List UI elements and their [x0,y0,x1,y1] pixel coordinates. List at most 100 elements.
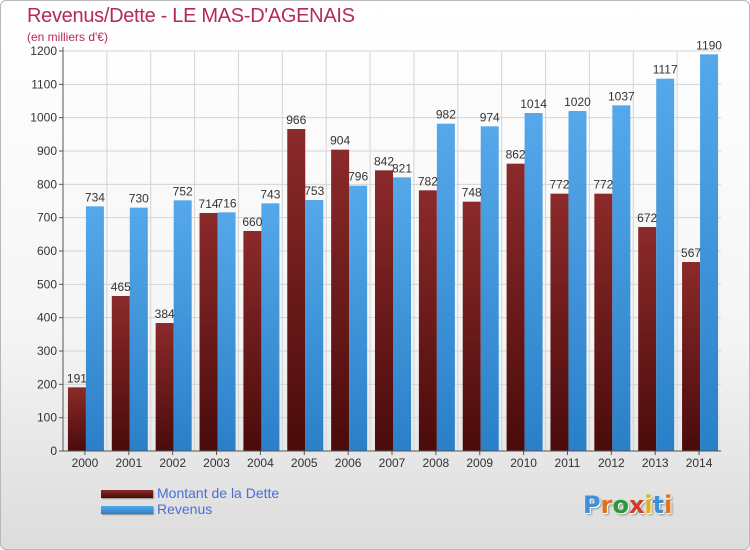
chart-title: Revenus/Dette - LE MAS-D'AGENAIS [27,5,355,27]
bar-revenus [349,185,368,451]
proxiti-logo: Proxiti [583,491,672,519]
x-tick-label: 2004 [247,456,274,470]
bar-revenus [217,212,236,451]
bar-revenus [568,111,587,451]
logo-letter: i [644,491,653,519]
x-tick-label: 2010 [510,456,537,470]
y-tick-label: 600 [37,244,57,258]
data-label-revenus: 753 [304,184,324,198]
bar-revenus [393,177,411,452]
data-label-revenus: 1037 [608,89,635,103]
bar-dette [243,231,262,451]
data-label-dette: 748 [462,186,482,200]
y-tick-label: 100 [37,411,57,425]
x-tick-label: 2009 [466,456,493,470]
data-label-dette: 384 [155,307,175,321]
x-tick-label: 2002 [159,456,186,470]
data-label-dette: 772 [549,178,569,192]
logo-letter: r [600,491,613,519]
bar-revenus [305,200,324,451]
data-label-revenus: 1020 [564,95,591,109]
data-label-revenus: 752 [173,184,193,198]
logo-text: Proxiti [583,491,672,519]
bar-dette [550,193,569,451]
x-tick-label: 2005 [291,456,318,470]
data-label-dette: 567 [681,246,701,260]
bar-revenus [612,105,631,451]
logo-letter: P [583,491,601,519]
data-label-dette: 862 [506,148,526,162]
legend-swatch-dette [101,490,153,498]
x-tick-label: 2013 [642,456,669,470]
data-label-dette: 660 [242,215,262,229]
bar-dette [594,193,613,451]
chart-subtitle: (en milliers d'€) [27,30,108,44]
bar-dette [287,129,306,451]
y-tick-label: 200 [37,377,57,391]
x-tick-label: 2008 [423,456,450,470]
y-tick-label: 800 [37,177,57,191]
bar-dette [199,213,218,451]
bar-dette [67,387,86,451]
y-tick-label: 1000 [30,111,57,125]
data-label-revenus: 730 [129,192,149,206]
y-tick-label: 700 [37,211,57,225]
x-tick-label: 2001 [115,456,142,470]
legend-label-dette: Montant de la Dette [157,485,280,501]
data-label-revenus: 743 [260,187,280,201]
bar-revenus [129,207,148,451]
data-label-revenus: 982 [436,108,456,122]
bar-revenus [700,54,719,451]
bar-dette [682,262,701,451]
y-tick-label: 900 [37,144,57,158]
y-tick-label: 1100 [31,77,57,91]
bar-dette [111,296,130,451]
bars [67,54,719,452]
bar-dette [638,227,657,451]
bar-dette [506,163,525,451]
bar-revenus [261,203,280,451]
x-tick-label: 2007 [379,456,406,470]
data-label-revenus: 716 [217,196,237,210]
bar-dette [418,190,437,452]
legend-label-revenus: Revenus [157,501,213,517]
legend-swatch-revenus [101,506,153,514]
data-label-dette: 842 [374,154,394,168]
data-label-dette: 465 [111,280,131,294]
data-label-revenus: 821 [392,161,412,175]
x-tick-label: 2012 [598,456,625,470]
x-tick-label: 2014 [686,456,713,470]
data-label-revenus: 1014 [520,97,547,111]
data-label-dette: 714 [199,197,219,211]
x-tick-label: 2000 [72,456,99,470]
x-tick-label: 2006 [335,456,362,470]
bar-dette [155,323,174,451]
axes: 0 100 200 300 400 500 600 700 800 900 1000 1100 1200… [30,44,721,470]
data-label-dette: 904 [330,134,350,148]
bar-dette [331,149,350,451]
bar-revenus [480,126,499,451]
y-tick-label: 0 [50,444,57,458]
data-label-dette: 672 [637,211,657,225]
logo-letter: o [612,491,629,519]
data-label-revenus: 796 [348,170,368,184]
bar-revenus [173,200,192,451]
data-label-revenus: 1117 [653,63,678,77]
bar-dette [462,201,481,451]
data-label-revenus: 734 [85,190,105,204]
data-label-dette: 772 [593,178,613,192]
logo-letter: t [652,491,665,519]
bar-revenus [85,206,104,451]
y-tick-label: 1200 [30,44,57,58]
bar-revenus [436,123,455,452]
x-tick-label: 2003 [203,456,230,470]
data-label-dette: 782 [418,174,438,188]
logo-letter: x [628,491,645,519]
data-label-dette: 191 [67,371,87,385]
y-tick-label: 300 [37,344,57,358]
y-tick-label: 500 [37,277,57,291]
data-label-dette: 966 [286,113,306,127]
